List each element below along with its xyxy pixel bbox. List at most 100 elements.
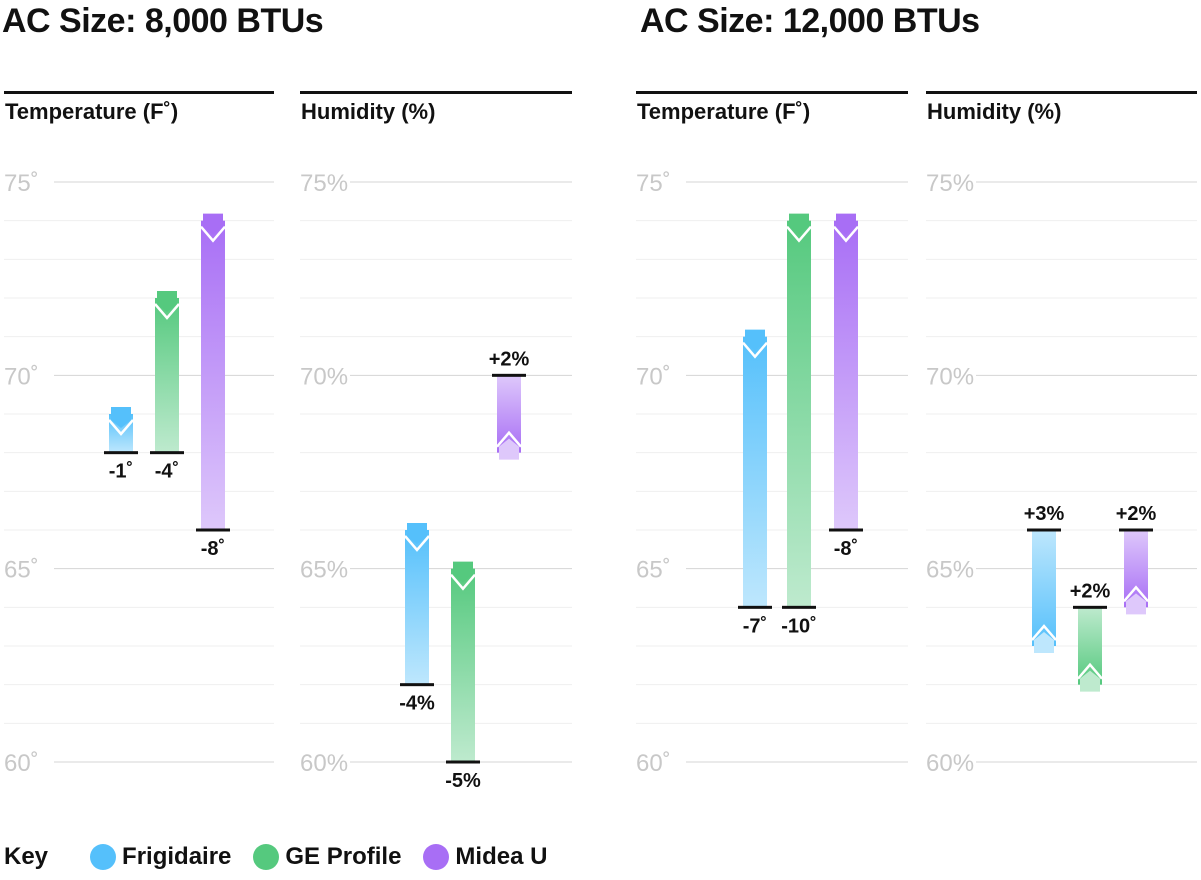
legend-swatch-midea-u bbox=[423, 844, 450, 870]
bar-start-marker bbox=[1034, 632, 1054, 653]
charts-canvas: Temperature (F˚) 60˚ 65˚ 70˚ 75˚ -1˚ -4˚ -8˚ Hum… bbox=[4, 91, 1197, 792]
chart-header-rule bbox=[926, 91, 1197, 94]
chart-4-humidity: Humidity (%) 60% 65% 70% 75% +3% +2% +2% bbox=[926, 91, 1197, 777]
section-title-12000-btu: AC Size: 12,000 BTUs bbox=[640, 2, 980, 40]
bar-end-tick bbox=[1073, 605, 1107, 609]
data-label: -4% bbox=[399, 693, 435, 715]
section-title-8000-btu: AC Size: 8,000 BTUs bbox=[2, 2, 324, 40]
legend-swatch-ge-profile bbox=[253, 844, 280, 870]
bar-end-tick bbox=[492, 373, 526, 377]
bar-ge-profile: -5% bbox=[445, 561, 481, 792]
bar-end-tick bbox=[104, 451, 138, 455]
chart-title: Temperature (F˚) bbox=[5, 99, 178, 124]
y-tick-label: 60˚ bbox=[636, 750, 671, 777]
chart-title: Temperature (F˚) bbox=[637, 99, 810, 124]
bar-end-tick bbox=[1027, 528, 1061, 532]
bar-frigidaire: +3% bbox=[1024, 503, 1065, 653]
bar-body bbox=[155, 298, 179, 453]
y-tick-label: 75˚ bbox=[636, 170, 671, 197]
legend-swatch-frigidaire bbox=[90, 844, 117, 870]
chart-2-humidity: Humidity (%) 60% 65% 70% 75% -4% -5% +2% bbox=[300, 91, 572, 792]
bar-frigidaire: -7˚ bbox=[738, 329, 772, 637]
chart-3-temperature-f: Temperature (F˚) 60˚ 65˚ 70˚ 75˚ -7˚ -10˚ -8˚ bbox=[636, 91, 908, 777]
y-tick-label: 60% bbox=[300, 750, 348, 777]
bar-body bbox=[451, 568, 475, 762]
bar-frigidaire: -1˚ bbox=[104, 407, 138, 483]
bar-ge-profile: +2% bbox=[1070, 580, 1111, 692]
chart-title: Humidity (%) bbox=[301, 99, 435, 124]
data-label: -4˚ bbox=[155, 460, 179, 483]
bar-body bbox=[787, 220, 811, 608]
bar-start-marker bbox=[1080, 670, 1100, 692]
y-tick-label: 70% bbox=[300, 363, 348, 390]
chevron-down-icon bbox=[742, 341, 768, 359]
chevron-down-icon bbox=[450, 573, 476, 591]
y-tick-label: 60% bbox=[926, 750, 974, 777]
legend-title: Key bbox=[4, 843, 49, 870]
bar-start-marker bbox=[499, 438, 519, 460]
chevron-down-icon bbox=[154, 303, 180, 320]
legend: Key Frigidaire GE Profile Midea U bbox=[4, 840, 569, 874]
chart-1-temperature-f: Temperature (F˚) 60˚ 65˚ 70˚ 75˚ -1˚ -4˚ -8˚ bbox=[4, 91, 274, 777]
legend-label-frigidaire: Frigidaire bbox=[122, 843, 232, 870]
chevron-up-icon bbox=[1031, 624, 1057, 641]
y-tick-label: 65% bbox=[926, 557, 974, 584]
bar-start-marker bbox=[407, 523, 427, 544]
chevron-down-icon bbox=[786, 225, 812, 243]
chevron-up-icon bbox=[1123, 585, 1149, 603]
bar-ge-profile: -10˚ bbox=[781, 213, 817, 637]
legend-item-midea-u: Midea U bbox=[423, 843, 547, 871]
bar-end-tick bbox=[150, 451, 184, 455]
chart-header-rule bbox=[4, 91, 274, 94]
data-label: -8˚ bbox=[201, 537, 225, 560]
bar-body bbox=[743, 336, 767, 608]
chevron-down-icon bbox=[833, 225, 859, 243]
legend-label-ge-profile: GE Profile bbox=[285, 843, 402, 870]
data-label: -7˚ bbox=[743, 614, 767, 637]
chevron-down-icon bbox=[108, 419, 134, 436]
y-tick-label: 75˚ bbox=[4, 170, 39, 197]
chevron-down-icon bbox=[200, 225, 226, 243]
y-tick-label: 70˚ bbox=[4, 363, 39, 390]
bar-midea-u: +2% bbox=[1116, 503, 1157, 615]
bar-frigidaire: -4% bbox=[399, 523, 435, 715]
y-tick-label: 65˚ bbox=[636, 557, 671, 584]
bar-body bbox=[1032, 530, 1056, 646]
bar-start-marker bbox=[157, 291, 177, 312]
bar-start-marker bbox=[836, 213, 856, 235]
bar-start-marker bbox=[745, 329, 765, 351]
bar-start-marker bbox=[789, 213, 809, 235]
bar-end-tick bbox=[738, 605, 772, 609]
legend-label-midea-u: Midea U bbox=[455, 843, 548, 870]
bar-midea-u: -8˚ bbox=[829, 213, 863, 560]
data-label: -5% bbox=[445, 770, 481, 792]
y-tick-label: 70˚ bbox=[636, 363, 671, 390]
bar-body bbox=[405, 530, 429, 685]
y-tick-label: 60˚ bbox=[4, 750, 39, 777]
data-label: +3% bbox=[1024, 503, 1065, 525]
y-tick-label: 65% bbox=[300, 557, 348, 584]
data-label: -1˚ bbox=[109, 460, 133, 483]
bar-end-tick bbox=[196, 528, 230, 532]
chart-title: Humidity (%) bbox=[927, 99, 1061, 124]
bar-midea-u: +2% bbox=[489, 348, 530, 460]
data-label: +2% bbox=[1070, 580, 1111, 602]
bar-body bbox=[201, 220, 225, 530]
bar-ge-profile: -4˚ bbox=[150, 291, 184, 483]
bar-start-marker bbox=[203, 213, 223, 235]
bar-midea-u: -8˚ bbox=[196, 213, 230, 560]
bar-end-tick bbox=[446, 760, 480, 764]
y-tick-label: 75% bbox=[300, 170, 348, 197]
legend-item-frigidaire: Frigidaire bbox=[90, 843, 231, 871]
y-tick-label: 75% bbox=[926, 170, 974, 197]
bar-start-marker bbox=[1126, 593, 1146, 615]
chart-header-rule bbox=[636, 91, 908, 94]
data-label: +2% bbox=[489, 348, 530, 370]
y-tick-label: 65˚ bbox=[4, 557, 39, 584]
bar-end-tick bbox=[829, 528, 863, 532]
chevron-up-icon bbox=[496, 430, 522, 448]
bar-body bbox=[834, 220, 858, 530]
data-label: -8˚ bbox=[834, 537, 858, 560]
chevron-up-icon bbox=[1077, 662, 1103, 680]
bar-start-marker bbox=[453, 561, 473, 583]
